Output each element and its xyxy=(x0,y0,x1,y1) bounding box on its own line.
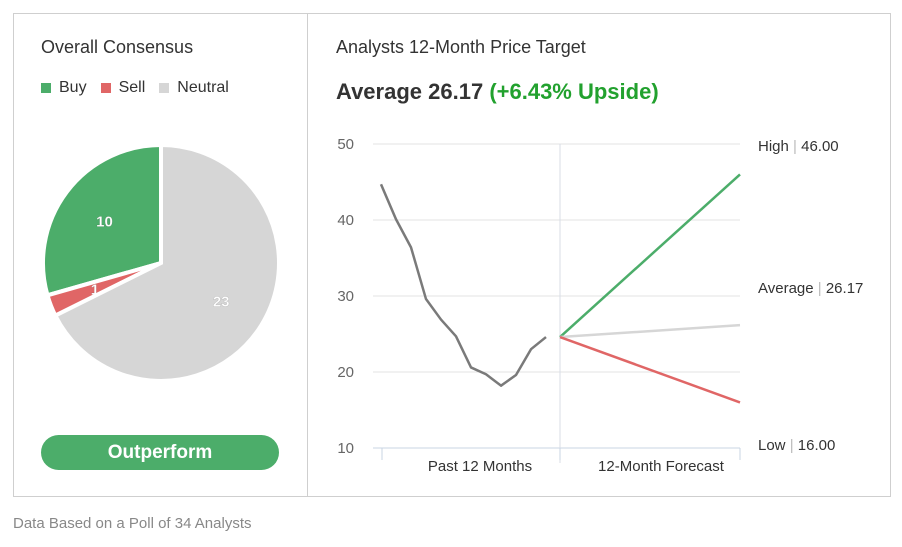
panel-divider xyxy=(307,13,308,497)
upside-percentage: (+6.43% Upside) xyxy=(489,79,659,104)
legend-label-neutral: Neutral xyxy=(177,79,229,96)
history-price-line xyxy=(379,183,547,387)
legend-item-sell: Sell xyxy=(100,79,146,97)
pie-slice-buy xyxy=(41,142,163,298)
forecast-label-high: High | 46.00 xyxy=(758,138,839,155)
consensus-title: Overall Consensus xyxy=(41,37,194,57)
forecast-line-low xyxy=(559,335,741,404)
poll-footnote: Data Based on a Poll of 34 Analysts xyxy=(13,515,252,532)
y-tick-label: 50 xyxy=(337,136,354,153)
forecast-line-high xyxy=(559,173,741,338)
average-target-value: Average 26.17 xyxy=(336,79,484,104)
pie-label-sell: 1 xyxy=(91,282,99,299)
y-tick-label: 30 xyxy=(337,288,354,305)
consensus-pie-chart: 10 1 23 xyxy=(41,142,281,383)
panel-frame xyxy=(13,13,891,497)
legend-item-buy: Buy xyxy=(41,79,87,97)
pie-label-neutral: 23 xyxy=(213,293,230,310)
average-target-headline: Average 26.17 (+6.43% Upside) xyxy=(336,79,659,105)
pie-slice-neutral xyxy=(52,142,281,383)
legend-label-sell: Sell xyxy=(118,79,146,96)
legend-swatch-sell xyxy=(100,83,111,93)
x-label-past: Past 12 Months xyxy=(428,458,532,475)
forecast-label-low: Low | 16.00 xyxy=(758,437,835,454)
price-target-title: Analysts 12-Month Price Target xyxy=(336,37,586,57)
legend-swatch-neutral xyxy=(159,83,170,93)
legend-swatch-buy xyxy=(41,83,51,93)
y-tick-label: 40 xyxy=(337,212,354,229)
legend-label-buy: Buy xyxy=(59,79,87,96)
forecast-line-average xyxy=(559,323,741,339)
x-label-forecast: 12-Month Forecast xyxy=(598,458,725,475)
y-tick-label: 10 xyxy=(337,440,354,457)
y-tick-label: 20 xyxy=(337,364,354,381)
consensus-legend: Buy Sell Neutral xyxy=(41,79,243,97)
outperform-rating-button[interactable]: Outperform xyxy=(41,435,279,470)
price-target-line-chart: 50 40 30 20 10 Past 12 Months 12-Month Forecas… xyxy=(337,136,863,475)
pie-label-buy: 10 xyxy=(96,213,113,230)
forecast-label-average: Average | 26.17 xyxy=(758,280,863,297)
legend-item-neutral: Neutral xyxy=(159,79,229,97)
